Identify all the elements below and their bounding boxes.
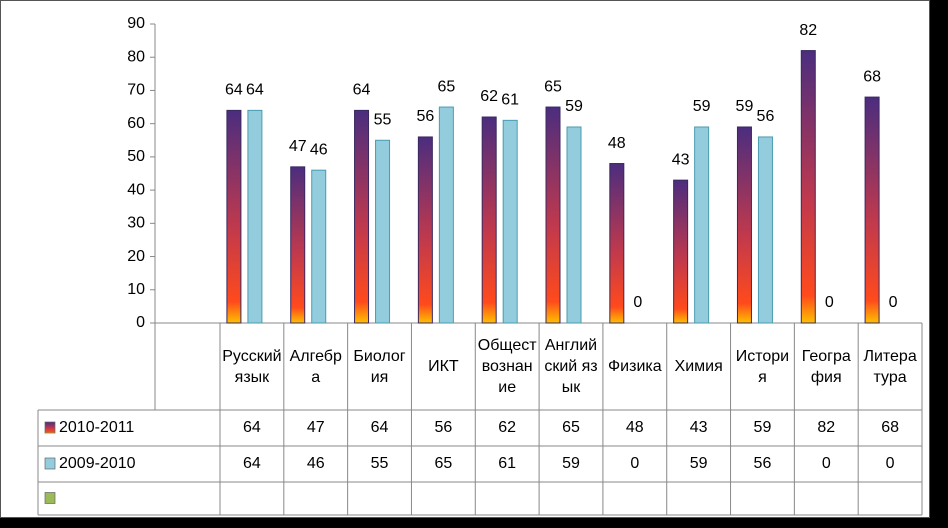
bar: [481, 116, 497, 324]
bar: [566, 126, 582, 324]
data-label: 64: [225, 82, 243, 99]
x-tick-label: История: [735, 347, 790, 386]
table-value: 62: [498, 419, 516, 436]
data-label: 61: [501, 92, 519, 109]
table-value: 64: [243, 419, 261, 436]
table-value: 64: [243, 455, 261, 472]
bar: [290, 166, 306, 324]
x-tick-label: Литература: [863, 347, 917, 386]
legend-key: [44, 421, 56, 434]
table-value: 48: [626, 419, 644, 436]
table-value: 55: [371, 455, 389, 472]
data-label: 48: [608, 135, 626, 152]
y-tick-label: 40: [127, 181, 145, 198]
bar: [438, 106, 454, 324]
data-label: 55: [374, 111, 392, 128]
y-tick-label: 0: [136, 314, 145, 331]
table-value: 0: [886, 455, 895, 472]
y-tick-label: 70: [127, 82, 145, 99]
y-tick-label: 50: [127, 148, 145, 165]
x-tick-label: Обществознание: [477, 337, 537, 396]
table-value: 64: [371, 419, 389, 436]
table-value: 56: [754, 455, 772, 472]
bar: [864, 96, 880, 324]
data-label: 65: [544, 78, 562, 95]
data-label: 59: [693, 98, 711, 115]
data-label: 64: [246, 82, 264, 99]
y-tick-label: 20: [127, 248, 145, 265]
table-value: 59: [690, 455, 708, 472]
y-tick-label: 10: [127, 281, 145, 298]
bar: [545, 106, 561, 324]
x-tick-label: География: [801, 347, 851, 386]
table-value: 65: [562, 419, 580, 436]
data-label: 0: [889, 294, 898, 311]
bar: [757, 136, 773, 324]
y-tick-label: 80: [127, 48, 145, 65]
data-label: 0: [825, 294, 834, 311]
table-value: 0: [822, 455, 831, 472]
bar: [247, 109, 263, 324]
table-value: 43: [690, 419, 708, 436]
table-value: 61: [498, 455, 516, 472]
data-label: 0: [633, 294, 642, 311]
table-value: 0: [630, 455, 639, 472]
data-label: 65: [437, 78, 455, 95]
legend-key: [44, 457, 56, 470]
data-label: 68: [863, 68, 881, 85]
y-tick-label: 90: [127, 15, 145, 32]
x-tick-label: Биология: [353, 347, 406, 386]
data-label: 62: [480, 88, 498, 105]
table-value: 68: [881, 419, 899, 436]
data-label: 56: [416, 108, 434, 125]
bar: [800, 50, 816, 324]
bar: [226, 109, 242, 324]
legend-label: 2009-2010: [59, 455, 136, 472]
table-value: 82: [817, 419, 835, 436]
x-tick-label: Физика: [608, 358, 662, 375]
x-tick-label: Русский язык: [222, 347, 282, 386]
data-label: 56: [757, 108, 775, 125]
legend-key: [44, 492, 56, 504]
legend-label: 2010-2011: [59, 419, 134, 436]
data-label: 43: [672, 151, 690, 168]
table-value: 56: [434, 419, 452, 436]
data-label: 59: [565, 98, 583, 115]
data-label: 64: [353, 82, 371, 99]
bar: [311, 169, 327, 324]
data-label: 82: [799, 22, 817, 39]
table-value: 59: [562, 455, 580, 472]
table-value: 59: [754, 419, 772, 436]
data-label: 46: [310, 141, 328, 158]
bar: [673, 179, 689, 324]
data-label: 47: [289, 138, 307, 155]
table-value: 65: [434, 455, 452, 472]
x-tick-label: ИКТ: [428, 358, 459, 375]
y-tick-label: 30: [127, 215, 145, 232]
bar: [609, 163, 625, 324]
bar: [736, 126, 752, 324]
x-tick-label: Английский язык: [544, 337, 598, 396]
table-value: 46: [307, 455, 325, 472]
y-tick-label: 60: [127, 115, 145, 132]
bar: [502, 119, 518, 324]
data-label: 59: [736, 98, 754, 115]
bar: [375, 139, 391, 324]
bar: [694, 126, 710, 324]
bar: [354, 109, 370, 324]
x-tick-label: Химия: [674, 358, 723, 375]
table-value: 47: [307, 419, 325, 436]
x-tick-label: Алгебра: [289, 347, 342, 386]
bar: [417, 136, 433, 324]
